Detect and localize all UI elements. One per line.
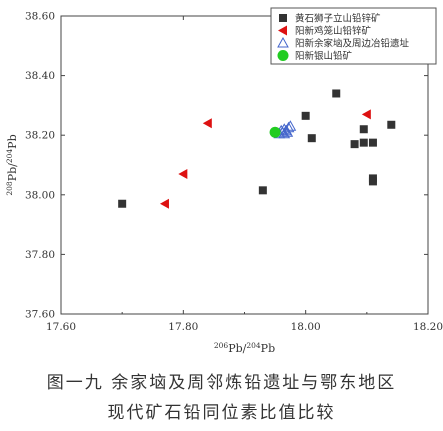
y-axis-label: 208Pb/204Pb xyxy=(5,134,19,195)
data-point-series-2 xyxy=(361,109,371,120)
y-tick-label: 37.60 xyxy=(25,309,55,321)
figure-caption-line-2: 现代矿石铅同位素比值比较 xyxy=(107,403,336,423)
data-marks xyxy=(118,89,396,209)
legend-label: 阳新银山铅矿 xyxy=(295,50,353,62)
data-point-series-4 xyxy=(269,126,281,138)
data-point-series-1 xyxy=(387,120,396,129)
legend-label: 阳新鸡笼山铅锌矿 xyxy=(295,25,372,37)
data-point-series-1 xyxy=(118,199,127,208)
y-tick-label: 37.80 xyxy=(25,249,55,261)
data-point-series-1 xyxy=(301,111,310,120)
data-point-series-1 xyxy=(368,177,377,186)
y-tick-label: 38.00 xyxy=(25,189,55,201)
data-point-series-2 xyxy=(178,168,188,179)
data-point-series-1 xyxy=(350,140,359,149)
data-point-series-1 xyxy=(359,125,368,134)
legend-label: 黄石狮子立山铅锌矿 xyxy=(295,13,381,25)
data-point-series-2 xyxy=(202,118,212,129)
legend-marker xyxy=(278,25,287,36)
legend-marker xyxy=(277,50,289,61)
data-point-series-1 xyxy=(332,89,341,98)
x-tick-label: 17.80 xyxy=(168,321,198,333)
y-tick-label: 38.40 xyxy=(25,70,55,82)
data-point-series-3 xyxy=(284,120,297,131)
y-tick-label: 38.20 xyxy=(25,130,55,142)
data-point-series-1 xyxy=(307,134,316,143)
data-point-series-1 xyxy=(368,138,377,147)
ticks: 17.60 17.80 18.00 18.20 37.60 37.80 38.00 38.20… xyxy=(25,11,443,334)
x-tick-label: 18.20 xyxy=(413,321,443,333)
data-point-series-1 xyxy=(258,186,267,195)
x-axis-label: 206Pb/204Pb xyxy=(214,341,275,355)
x-tick-label: 18.00 xyxy=(291,321,321,333)
scatter-chart: 17.60 17.80 18.00 18.20 37.60 37.80 38.00 38.20… xyxy=(5,7,443,355)
legend-label: 阳新余家垴及周边冶铅遗址 xyxy=(295,38,410,50)
y-tick-label: 38.60 xyxy=(25,11,55,23)
figure-caption-line-1: 图一九 余家垴及周邻炼铅遗址与鄂东地区 xyxy=(46,373,397,393)
legend-marker xyxy=(277,36,289,48)
data-point-series-1 xyxy=(359,138,368,147)
legend-marker xyxy=(279,14,287,22)
x-tick-label: 17.60 xyxy=(46,321,76,333)
legend-box xyxy=(270,7,437,65)
data-point-series-3 xyxy=(282,121,295,133)
axis-labels: 206Pb/204Pb 208Pb/204Pb xyxy=(5,134,275,355)
data-point-series-2 xyxy=(159,198,169,209)
